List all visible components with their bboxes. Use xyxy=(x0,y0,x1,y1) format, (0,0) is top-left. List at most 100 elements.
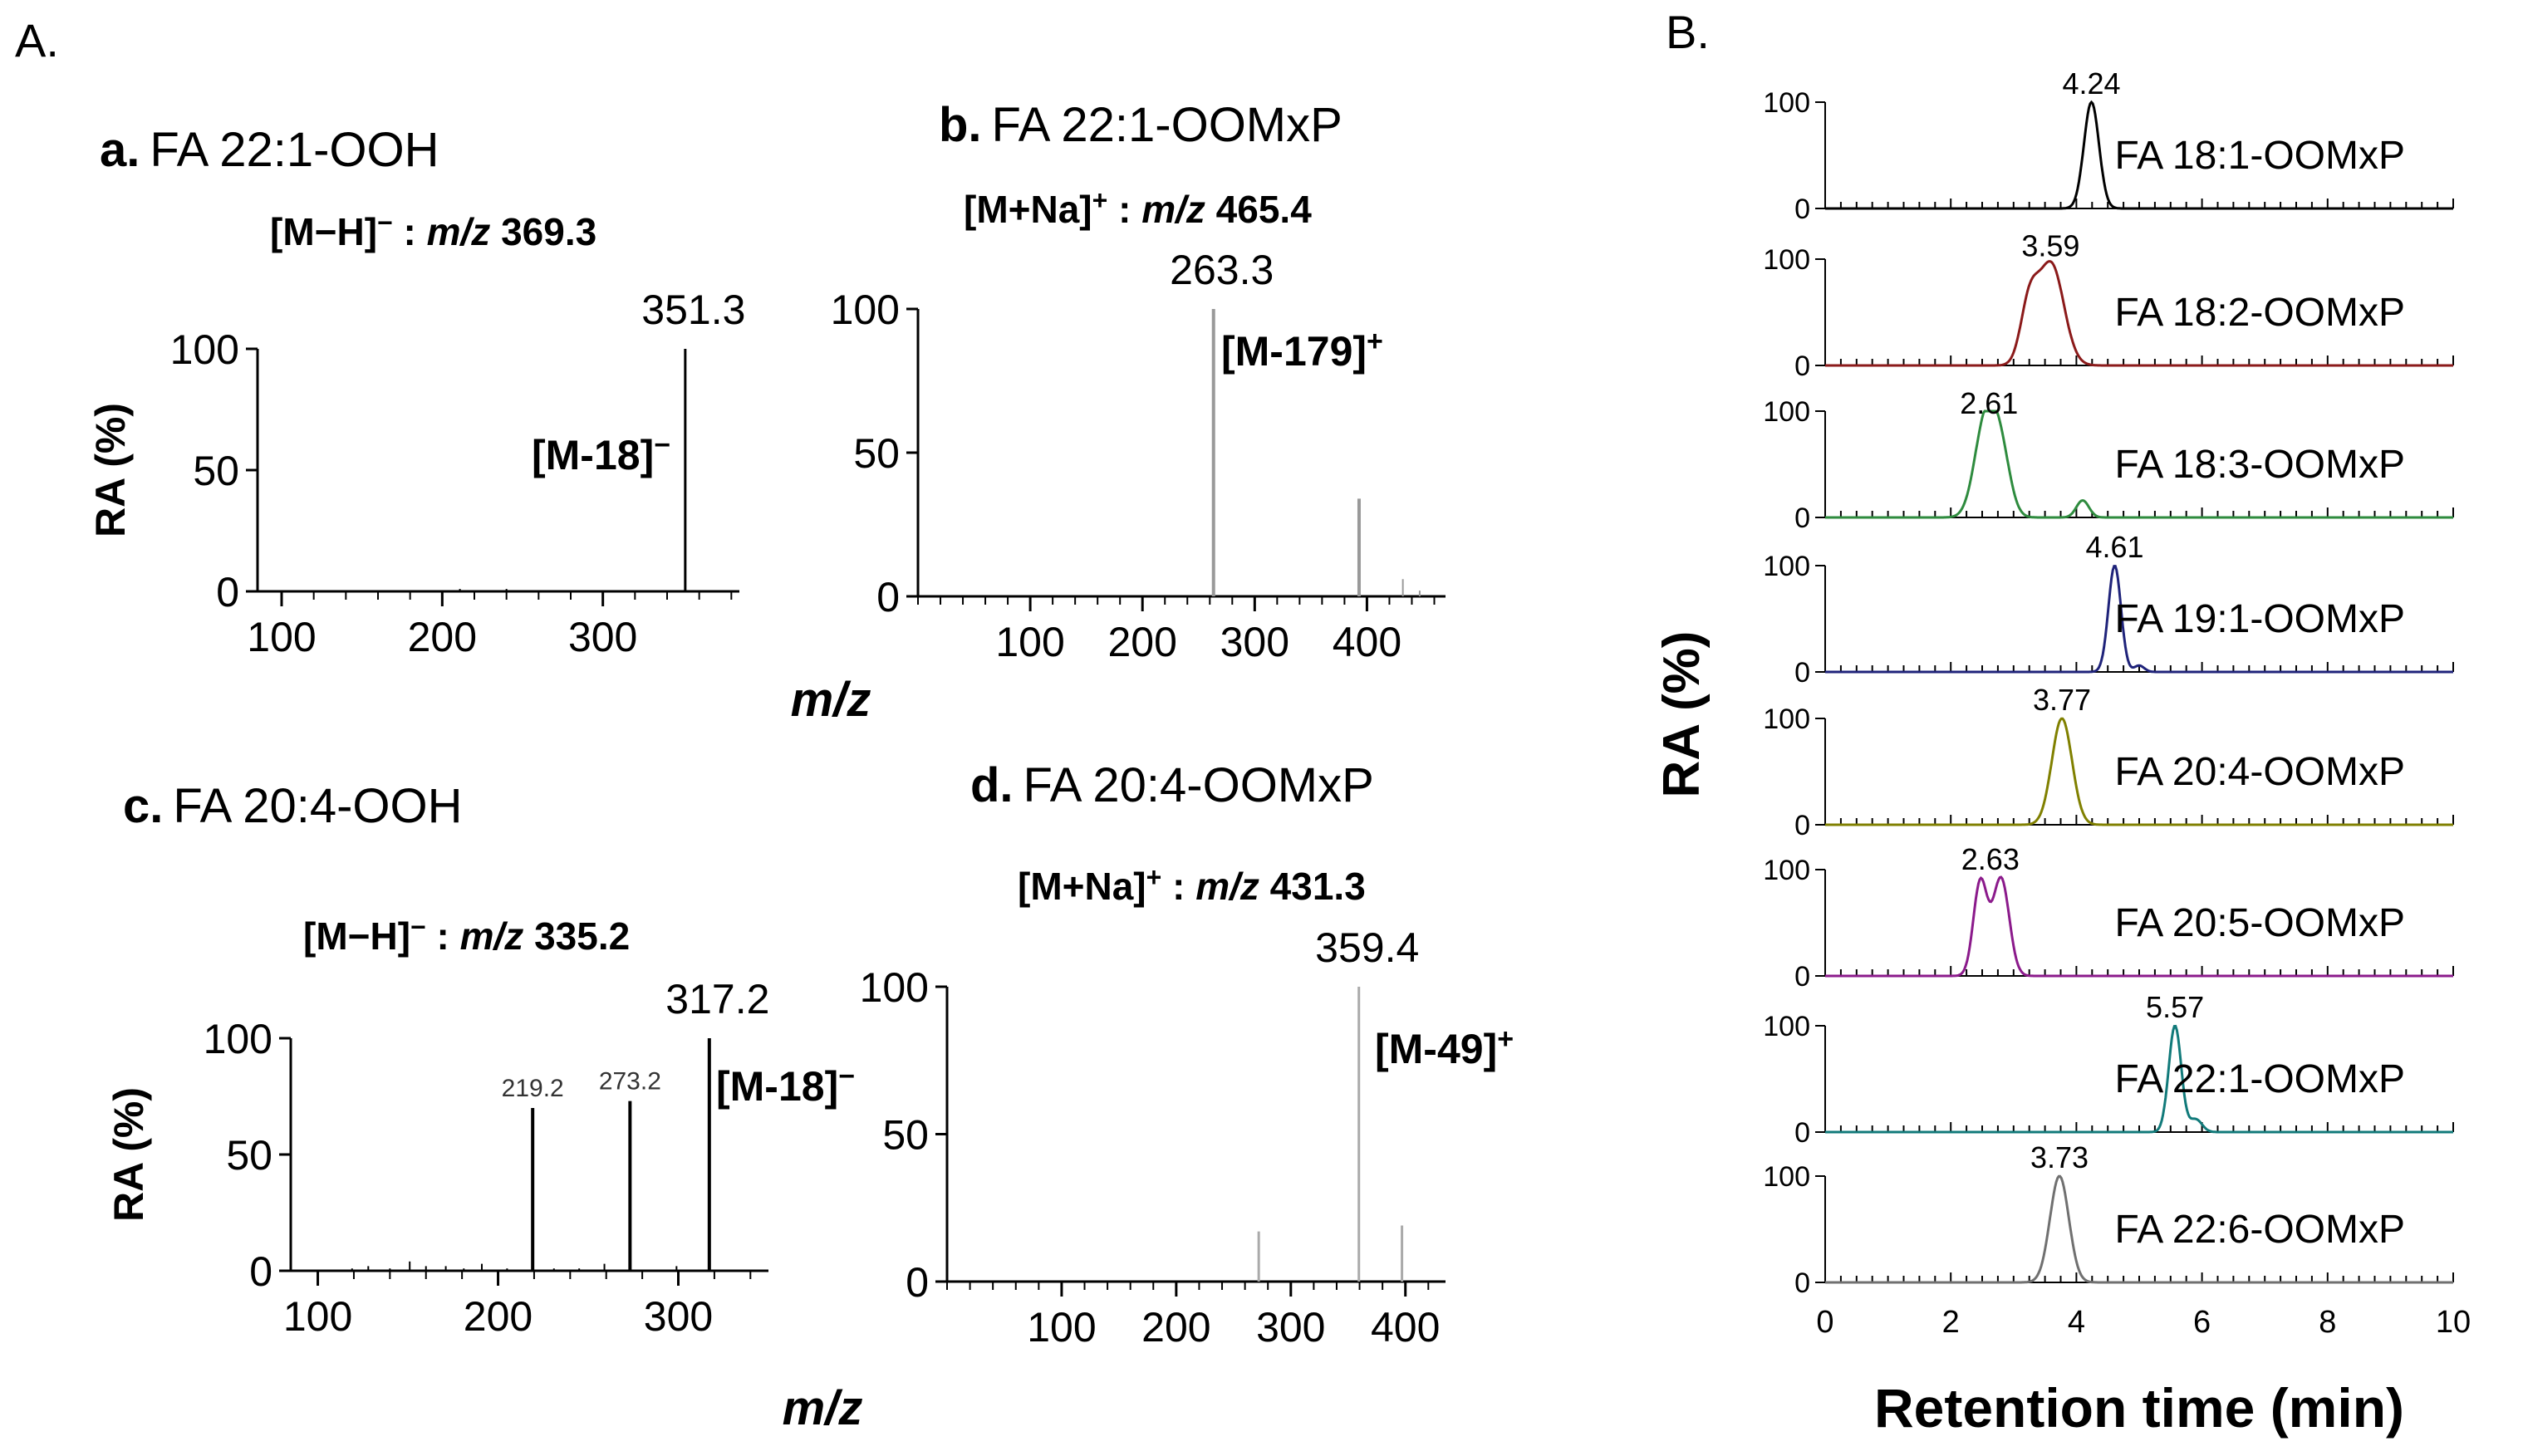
mass-spectra: a. FA 22:1-OOH[M−H]− : m/z 369.3050100100… xyxy=(87,98,1514,1351)
precursor-ion-formula: [M+Na] xyxy=(964,188,1092,231)
spectrum-title-text: FA 20:4-OOH xyxy=(173,779,462,833)
x-tick-label: 400 xyxy=(1371,1304,1440,1351)
y-tick-label: 100 xyxy=(1763,1011,1810,1042)
precursor-ion-formula: [M+Na] xyxy=(1018,865,1146,908)
x-tick-label: 200 xyxy=(408,614,477,660)
retention-time-label: 2.63 xyxy=(1961,842,2020,876)
fragment-annotation-text: [M-179] xyxy=(1221,328,1367,375)
y-tick-label: 0 xyxy=(1794,1267,1810,1299)
x-tick-label: 200 xyxy=(1141,1304,1210,1351)
retention-time-label: 3.73 xyxy=(2030,1140,2089,1174)
y-tick-label: 100 xyxy=(1763,703,1810,735)
spectrum-title: d. FA 20:4-OOMxP xyxy=(970,758,1374,812)
precursor-ion-value: 465.4 xyxy=(1205,188,1312,231)
chromatogram-5: 0 100 3.77 FA 20:4-OOMxP xyxy=(1763,683,2454,841)
precursor-ion-value: 369.3 xyxy=(490,210,596,253)
peak-label: 317.2 xyxy=(665,976,769,1022)
panel-label-a: A. xyxy=(15,14,59,66)
precursor-ion-sep: : xyxy=(426,914,460,958)
y-tick-label: 0 xyxy=(1794,961,1810,993)
spectrum-a: a. FA 22:1-OOH[M−H]− : m/z 369.3050100100… xyxy=(87,123,745,660)
compound-name: FA 20:4-OOMxP xyxy=(2115,750,2405,794)
y-tick-label: 0 xyxy=(906,1259,929,1306)
compound-name: FA 19:1-OOMxP xyxy=(2115,597,2405,641)
chromatogram-3: 0 100 2.61 FA 18:3-OOMxP xyxy=(1763,386,2454,534)
retention-time-label: 3.59 xyxy=(2021,228,2079,262)
spectrum-title: a. FA 22:1-OOH xyxy=(100,123,439,177)
x-tick-label: 100 xyxy=(995,619,1064,665)
x-tick-label: 4 xyxy=(2068,1305,2085,1340)
spectrum-panel-letter: b. xyxy=(939,98,982,152)
compound-name: FA 18:2-OOMxP xyxy=(2115,291,2405,335)
peak-label: 351.3 xyxy=(641,287,745,333)
chromatogram-6: 0 100 2.63 FA 20:5-OOMxP xyxy=(1763,842,2454,993)
chromatogram-ra-axis-title: RA (%) xyxy=(1653,631,1711,798)
peak-label: 263.3 xyxy=(1170,247,1274,293)
fragment-annotation-text: [M-49] xyxy=(1375,1026,1497,1072)
precursor-ion-value: 335.2 xyxy=(523,914,630,958)
x-tick-label: 300 xyxy=(568,614,637,660)
spectrum-panel-letter: c. xyxy=(123,779,163,833)
y-tick-label: 100 xyxy=(1763,1161,1810,1193)
y-tick-label: 0 xyxy=(1794,1117,1810,1149)
precursor-ion-charge: − xyxy=(410,912,426,942)
x-tick-label: 2 xyxy=(1942,1305,1960,1340)
chromatogram-trace xyxy=(1825,875,2453,978)
spectrum-b: b. FA 22:1-OOMxP[M+Na]+ : m/z 465.4050100… xyxy=(831,98,1446,665)
spectrum-panel-letter: d. xyxy=(970,758,1014,812)
y-tick-label: 100 xyxy=(860,964,929,1011)
x-tick-label: 0 xyxy=(1816,1305,1833,1340)
peak-label: 219.2 xyxy=(502,1075,564,1102)
precursor-ion-value: 431.3 xyxy=(1259,865,1366,908)
precursor-ion-sep: : xyxy=(393,210,427,253)
peak-label: 273.2 xyxy=(599,1068,661,1096)
panel-label-b: B. xyxy=(1666,6,1710,58)
x-tick-label: 200 xyxy=(464,1293,533,1340)
retention-time-label: 4.61 xyxy=(2085,530,2143,564)
precursor-ion-formula: [M−H] xyxy=(270,210,377,253)
x-tick-label: 8 xyxy=(2319,1305,2336,1340)
precursor-ion-charge: − xyxy=(377,208,393,238)
y-tick-label: 100 xyxy=(831,287,900,333)
y-tick-label: 0 xyxy=(876,574,900,620)
precursor-ion-formula: [M−H] xyxy=(303,914,410,958)
x-tick-label: 100 xyxy=(283,1293,352,1340)
compound-name: FA 22:1-OOMxP xyxy=(2115,1057,2405,1101)
fragment-annotation-charge: + xyxy=(1497,1023,1514,1055)
x-tick-label: 300 xyxy=(644,1293,713,1340)
fragment-annotation-charge: − xyxy=(654,429,670,461)
x-tick-label: 400 xyxy=(1333,619,1401,665)
mz-axis-title-bottom: m/z xyxy=(783,1381,863,1435)
x-axis-title: Retention time (min) xyxy=(1874,1377,2404,1439)
precursor-ion-sep: : xyxy=(1161,865,1195,908)
precursor-ion: [M−H]− : m/z 369.3 xyxy=(270,208,596,253)
y-tick-label: 0 xyxy=(1794,810,1810,841)
spectrum-c: c. FA 20:4-OOH[M−H]− : m/z 335.2050100100… xyxy=(106,779,855,1340)
x-tick-label: 100 xyxy=(1027,1304,1096,1351)
compound-name: FA 18:3-OOMxP xyxy=(2115,443,2405,487)
spectrum-title: c. FA 20:4-OOH xyxy=(123,779,463,833)
spectrum-panel-letter: a. xyxy=(100,123,140,177)
precursor-ion-sep: : xyxy=(1107,188,1141,231)
x-tick-label: 200 xyxy=(1107,619,1176,665)
y-tick-label: 100 xyxy=(1763,396,1810,428)
spectrum-title-text: FA 22:1-OOMxP xyxy=(992,98,1342,152)
spectrum-title-text: FA 20:4-OOMxP xyxy=(1023,758,1374,812)
retention-time-label: 2.61 xyxy=(1960,386,2018,420)
y-tick-label: 100 xyxy=(1763,244,1810,276)
retention-time-label: 4.24 xyxy=(2063,66,2121,100)
precursor-ion-mz-label: m/z xyxy=(1141,188,1205,231)
fragment-annotation-text: [M-18] xyxy=(716,1063,838,1110)
spectrum-title-text: FA 22:1-OOH xyxy=(150,123,439,177)
peak-label: 359.4 xyxy=(1315,924,1419,971)
chromatogram-trace xyxy=(1825,409,2453,519)
retention-time-label: 3.77 xyxy=(2033,683,2091,717)
chromatogram-trace xyxy=(1825,1174,2453,1284)
fragment-annotation-charge: + xyxy=(1367,326,1383,357)
chromatogram-7: 0 100 5.57 FA 22:1-OOMxP xyxy=(1763,990,2454,1149)
fragment-annotation: [M-179]+ xyxy=(1221,326,1383,375)
precursor-ion: [M+Na]+ : m/z 431.3 xyxy=(1018,862,1366,908)
precursor-ion: [M+Na]+ : m/z 465.4 xyxy=(964,185,1312,231)
